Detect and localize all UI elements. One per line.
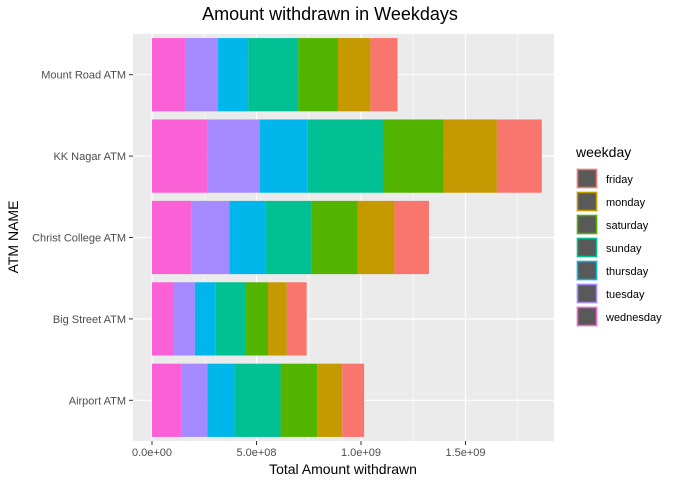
legend-label-tuesday: tuesday (606, 289, 645, 301)
y-tick-label: Big Street ATM (53, 314, 126, 326)
bar-segment-tuesday (173, 282, 195, 356)
bar-segment-saturday (298, 38, 339, 112)
bar-segment-monday (267, 282, 287, 356)
legend-label-wednesday: wednesday (605, 312, 662, 324)
bar-segment-monday (338, 38, 371, 112)
y-axis: Mount Road ATM KK Nagar ATM Christ College… (32, 70, 133, 407)
bar-segment-thursday (217, 38, 249, 112)
bar-segment-sunday (307, 119, 383, 193)
legend-label-sunday: sunday (606, 243, 642, 255)
bar-segment-tuesday (191, 200, 230, 275)
bar-segment-wednesday (152, 38, 186, 112)
x-tick-label: 1.5e+09 (445, 447, 485, 459)
legend-label-friday: friday (606, 174, 633, 186)
bar-segment-tuesday (207, 119, 260, 193)
bar-segment-friday (286, 282, 307, 356)
bar-segment-thursday (259, 119, 308, 193)
bar-segment-friday (370, 38, 398, 112)
y-tick-label: Christ College ATM (32, 233, 126, 245)
bar-segment-sunday (215, 282, 247, 356)
legend-label-thursday: thursday (606, 266, 649, 278)
x-axis: 0.0e+00 5.0e+08 1.0e+09 1.5e+09 (132, 441, 486, 459)
x-tick-label: 5.0e+08 (236, 447, 276, 459)
y-axis-title: ATM NAME (5, 201, 21, 274)
y-tick-label: Airport ATM (69, 395, 126, 407)
bar-segment-wednesday (152, 363, 182, 437)
bar-segment-thursday (194, 282, 216, 356)
x-tick-label: 1.0e+09 (341, 447, 381, 459)
bars-layer (152, 38, 542, 437)
bar-segment-thursday (229, 200, 266, 275)
bar-segment-wednesday (152, 282, 174, 356)
bar-segment-wednesday (152, 119, 208, 193)
bar-segment-monday (357, 200, 395, 275)
bar-segment-friday (394, 200, 429, 275)
y-tick-label: KK Nagar ATM (53, 151, 126, 163)
bar-segment-tuesday (181, 363, 208, 437)
bar-segment-sunday (248, 38, 299, 112)
legend-key-thursday (576, 260, 598, 281)
bar-segment-friday (342, 363, 365, 437)
bar-segment-sunday (234, 363, 281, 437)
legend-key-monday (576, 191, 598, 212)
bar-segment-wednesday (152, 200, 192, 275)
legend: weekday friday monday saturday sunday thursd… (575, 144, 662, 327)
legend-label-saturday: saturday (606, 220, 649, 232)
bar-segment-monday (443, 119, 497, 193)
chart-title: Amount withdrawn in Weekdays (202, 4, 458, 24)
bar-segment-monday (317, 363, 343, 437)
legend-title: weekday (575, 144, 631, 160)
x-axis-title: Total Amount withdrawn (269, 461, 417, 477)
legend-label-monday: monday (606, 197, 646, 209)
legend-key-wednesday (576, 306, 598, 327)
bar-segment-tuesday (185, 38, 218, 112)
legend-key-sunday (576, 237, 598, 258)
bar-segment-thursday (207, 363, 235, 437)
bar-segment-saturday (311, 200, 358, 275)
bar-segment-saturday (280, 363, 318, 437)
y-tick-label: Mount Road ATM (41, 70, 126, 82)
bar-segment-friday (496, 119, 542, 193)
legend-key-saturday (576, 214, 598, 235)
bar-segment-saturday (246, 282, 268, 356)
x-tick-label: 0.0e+00 (132, 447, 172, 459)
legend-key-friday (576, 168, 598, 189)
bar-segment-saturday (382, 119, 444, 193)
bar-segment-sunday (265, 200, 312, 275)
legend-key-tuesday (576, 283, 598, 304)
